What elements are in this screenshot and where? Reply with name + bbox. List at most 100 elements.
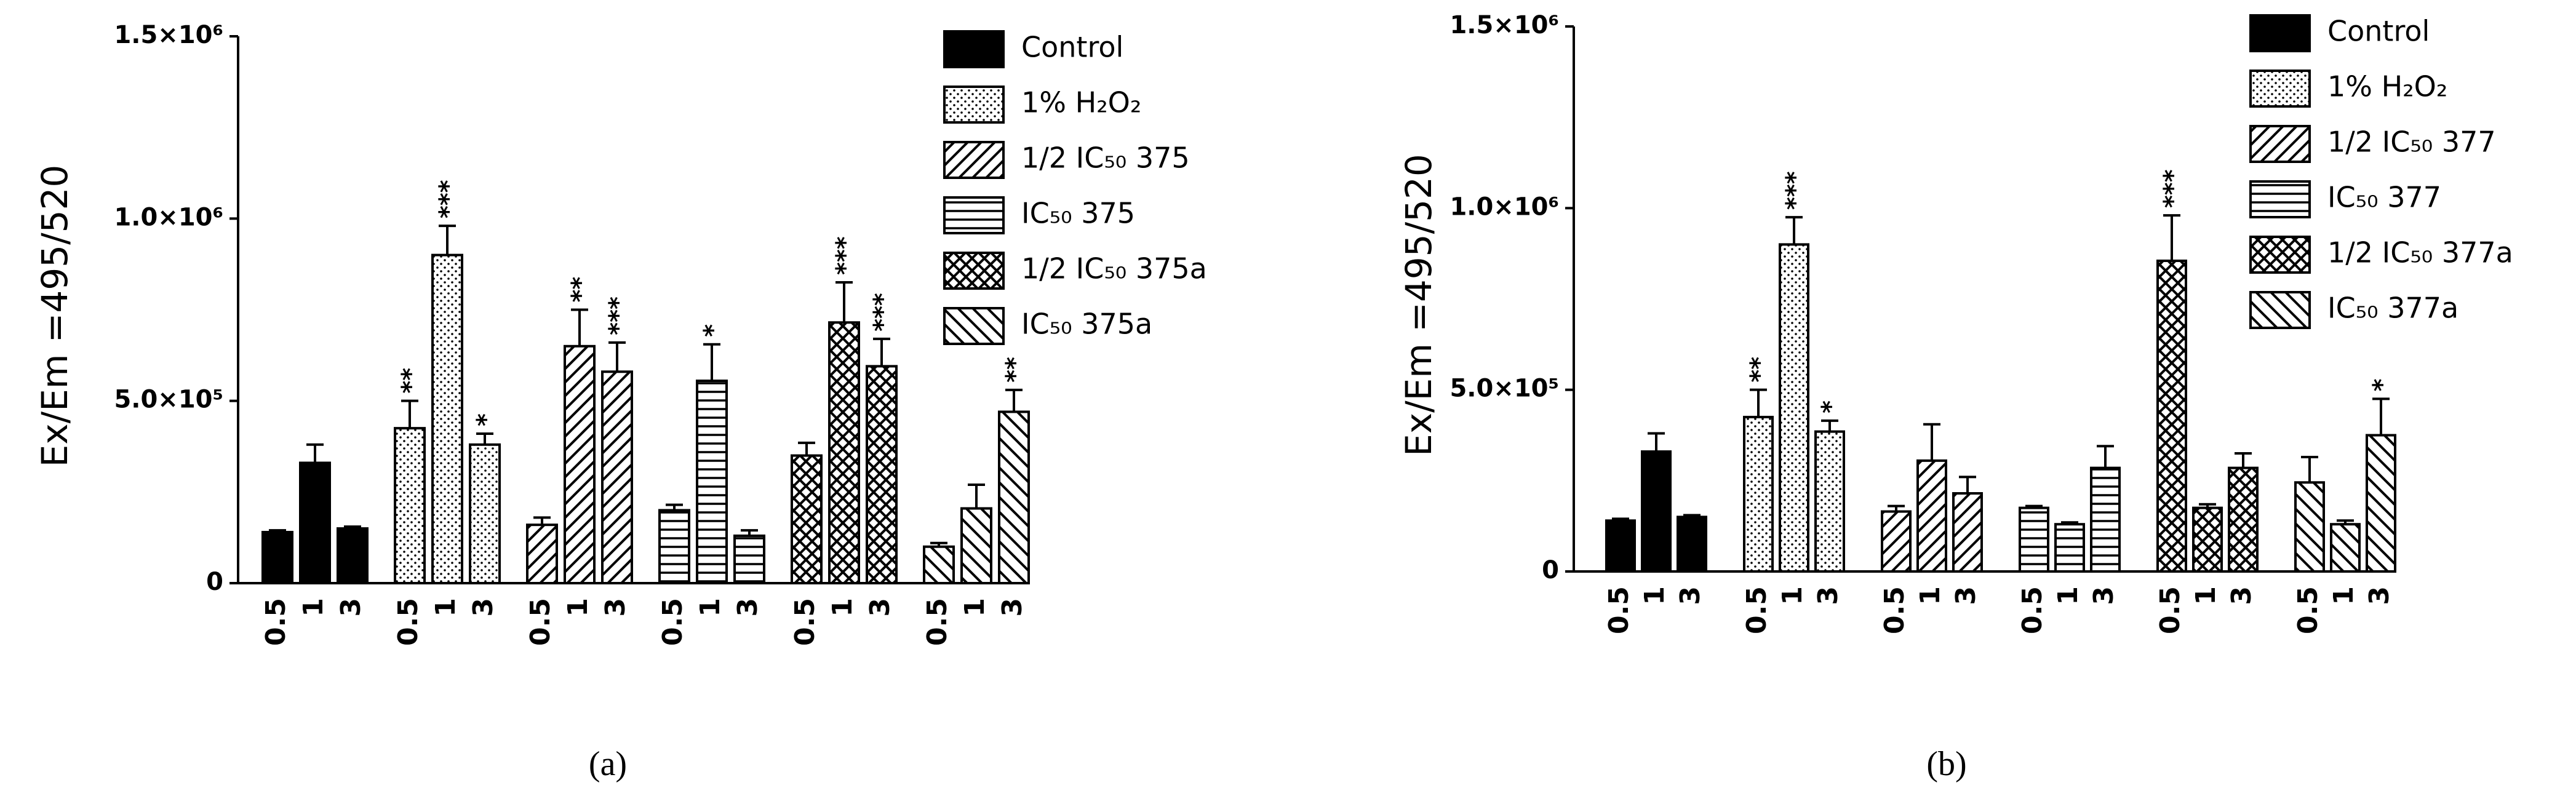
x-tick-label: 1 bbox=[2328, 586, 2359, 605]
bar bbox=[1677, 515, 1707, 573]
x-tick-label: 1 bbox=[2052, 586, 2084, 605]
error-bar bbox=[2163, 214, 2180, 261]
bar bbox=[2156, 259, 2187, 573]
x-tick-label: 3 bbox=[2226, 586, 2257, 605]
legend-swatch bbox=[943, 86, 1005, 124]
x-tick-label: 3 bbox=[1812, 586, 1844, 605]
caption: (b) bbox=[1926, 745, 1966, 783]
y-tick-label: 1.0×10⁶ bbox=[114, 203, 223, 231]
y-axis-label: Ex/Em =495/520 bbox=[34, 165, 76, 468]
error-bar bbox=[2337, 519, 2354, 525]
x-tick-label: 3 bbox=[2088, 586, 2119, 605]
bar bbox=[658, 509, 690, 585]
error-bar bbox=[608, 341, 626, 372]
error-bar bbox=[344, 525, 361, 529]
x-tick-label: 3 bbox=[1675, 586, 1706, 605]
bar bbox=[1916, 459, 1947, 573]
significance: *** bbox=[831, 236, 859, 275]
error-bar bbox=[269, 529, 286, 533]
legend-label: 1/2 IC₅₀ 375a bbox=[1021, 252, 1207, 285]
caption: (a) bbox=[589, 745, 627, 783]
x-tick-label: 1 bbox=[298, 598, 329, 617]
significance: ** bbox=[567, 277, 595, 303]
bar bbox=[2366, 434, 2396, 573]
error-bar bbox=[439, 225, 456, 255]
bar bbox=[564, 344, 596, 584]
x-tick-label: 3 bbox=[2364, 586, 2395, 605]
legend-swatch bbox=[943, 30, 1005, 68]
error-bar bbox=[1888, 504, 1905, 512]
error-bar bbox=[2372, 397, 2390, 436]
bar bbox=[1641, 450, 1672, 573]
legend-swatch bbox=[2249, 291, 2311, 329]
error-bar bbox=[1005, 388, 1023, 412]
error-bar bbox=[1785, 216, 1803, 245]
error-bar bbox=[1648, 432, 1665, 452]
bar bbox=[1743, 415, 1774, 573]
error-bar bbox=[2097, 445, 2114, 468]
error-bar bbox=[2061, 521, 2078, 525]
error-bar bbox=[798, 441, 815, 456]
error-bar bbox=[1821, 419, 1838, 432]
x-tick-label: 1 bbox=[562, 598, 594, 617]
legend-swatch bbox=[943, 307, 1005, 345]
x-tick-label: 0.5 bbox=[2292, 586, 2324, 634]
error-bar bbox=[533, 516, 551, 525]
x-tick-label: 0.5 bbox=[393, 598, 424, 646]
bar bbox=[1881, 510, 1912, 573]
legend-label: 1% H₂O₂ bbox=[1021, 86, 1141, 119]
x-tick-label: 3 bbox=[997, 598, 1028, 617]
x-tick-label: 0.5 bbox=[1603, 586, 1635, 634]
bar bbox=[866, 365, 898, 584]
legend-label: 1/2 IC₅₀ 377 bbox=[2327, 125, 2496, 159]
significance: * bbox=[2368, 378, 2396, 391]
legend-label: IC₅₀ 377 bbox=[2327, 181, 2441, 214]
bar bbox=[960, 507, 992, 585]
bar bbox=[1779, 243, 1809, 573]
error-bar bbox=[476, 432, 493, 445]
error-bar bbox=[835, 281, 853, 323]
legend-label: IC₅₀ 377a bbox=[2327, 292, 2458, 325]
error-bar bbox=[968, 483, 985, 509]
legend-label: Control bbox=[2327, 15, 2430, 48]
bar bbox=[601, 370, 633, 585]
bar bbox=[2090, 466, 2121, 573]
bar bbox=[299, 461, 331, 584]
x-tick-label: 0.5 bbox=[2155, 586, 2186, 634]
bar bbox=[2330, 523, 2361, 573]
x-tick-label: 1 bbox=[695, 598, 726, 617]
significance: *** bbox=[1781, 171, 1809, 210]
x-tick-label: 0.5 bbox=[2017, 586, 2048, 634]
legend-label: 1/2 IC₅₀ 377a bbox=[2327, 236, 2513, 269]
bar bbox=[696, 380, 728, 584]
x-tick-label: 1 bbox=[2190, 586, 2222, 605]
x-tick-label: 1 bbox=[1777, 586, 1808, 605]
x-tick-label: 1 bbox=[430, 598, 461, 617]
x-tick-label: 3 bbox=[335, 598, 367, 617]
significance: *** bbox=[869, 293, 897, 332]
x-tick-label: 0.5 bbox=[1741, 586, 1772, 634]
bar bbox=[261, 531, 293, 585]
significance: *** bbox=[434, 180, 463, 218]
y-tick-label: 0 bbox=[1542, 556, 1559, 584]
y-axis-label: Ex/Em =495/520 bbox=[1398, 154, 1440, 456]
x-tick-label: 3 bbox=[732, 598, 764, 617]
significance: *** bbox=[604, 297, 632, 335]
legend-label: 1/2 IC₅₀ 375 bbox=[1021, 141, 1190, 175]
legend-swatch bbox=[943, 141, 1005, 179]
significance: *** bbox=[2159, 169, 2187, 208]
error-bar bbox=[401, 399, 418, 429]
significance: ** bbox=[397, 368, 425, 394]
bar bbox=[526, 523, 558, 585]
x-tick-label: 3 bbox=[1950, 586, 1982, 605]
x-tick-label: 3 bbox=[468, 598, 499, 617]
legend-label: IC₅₀ 375a bbox=[1021, 308, 1152, 341]
bar bbox=[1605, 519, 1636, 573]
bar bbox=[923, 545, 955, 585]
y-tick-label: 1.0×10⁶ bbox=[1449, 193, 1559, 221]
x-tick-label: 0.5 bbox=[789, 598, 821, 646]
error-bar bbox=[930, 541, 947, 547]
bar bbox=[1952, 492, 1983, 573]
bar bbox=[733, 534, 765, 584]
x-tick-label: 1 bbox=[959, 598, 991, 617]
